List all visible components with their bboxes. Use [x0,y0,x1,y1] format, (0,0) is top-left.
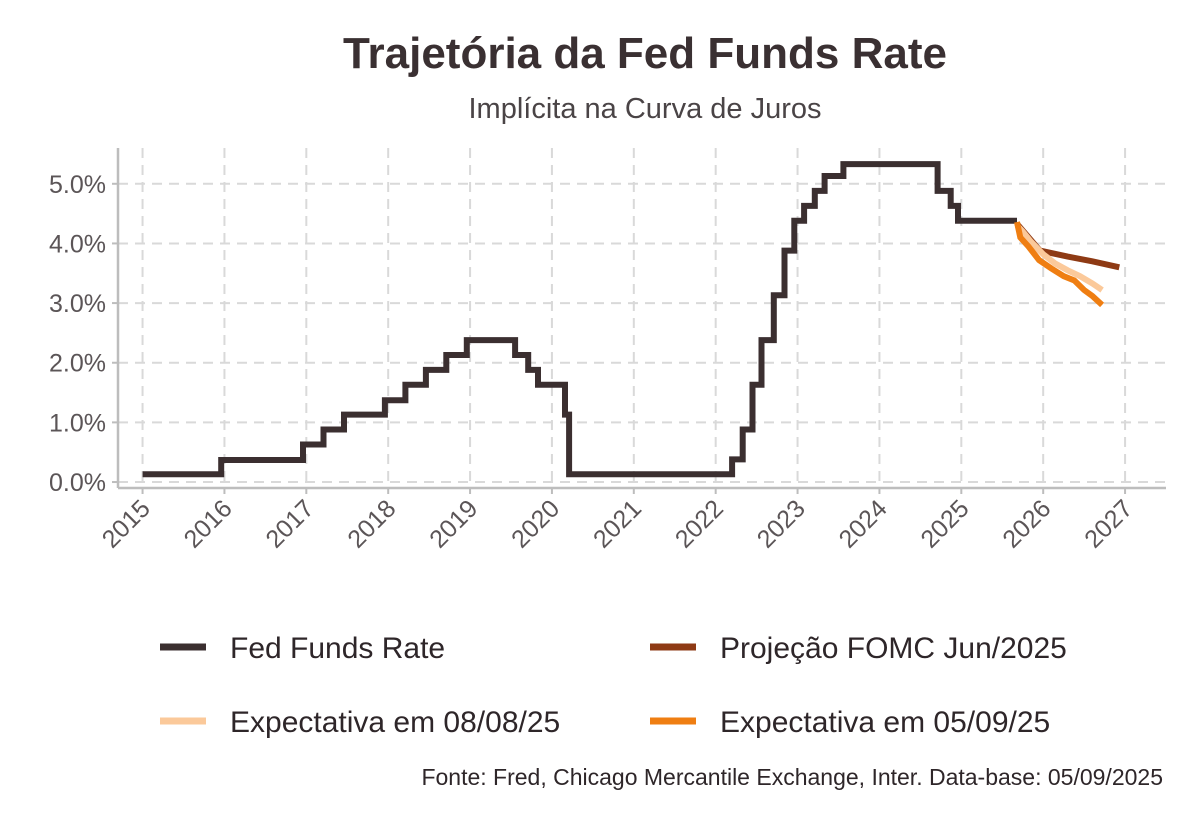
x-tick-label: 2015 [97,494,156,553]
x-tick-label: 2025 [915,494,974,553]
legend-label-1: Fed Funds Rate [230,632,445,665]
x-tick-label: 2019 [424,494,483,553]
chart-caption: Fonte: Fred, Chicago Mercantile Exchange… [421,764,1163,790]
x-tick-label: 2017 [260,494,319,553]
x-tick-label: 2026 [997,494,1056,553]
x-tick-label: 2022 [670,494,729,553]
x-tick-label: 2024 [834,494,893,553]
legend: Fed Funds Rate Projeção FOMC Jun/2025 Expe… [160,632,1067,739]
y-tick-label: 0.0% [49,469,106,497]
chart-subtitle: Implícita na Curva de Juros [469,93,822,125]
y-tick-label: 2.0% [49,350,106,378]
chart-title: Trajetória da Fed Funds Rate [343,29,947,78]
axis-layer [116,148,1166,490]
x-tick-label: 2018 [342,494,401,553]
x-tick-label: 2027 [1079,494,1138,553]
series-line-4 [1014,221,1105,308]
y-tick-label: 5.0% [49,171,106,199]
x-tick-label: 2020 [506,494,565,553]
y-tick-label: 4.0% [49,230,106,258]
legend-label-3: Expectativa em 08/08/25 [230,706,560,739]
series-line-1 [142,161,1017,478]
series-line-3 [1014,223,1104,293]
x-tick-label: 2023 [752,494,811,553]
grid-layer [118,148,1166,488]
y-tick-label: 3.0% [49,290,106,318]
y-tick-label: 1.0% [49,409,106,437]
x-tick-label: 2021 [588,494,647,553]
x-tick-label: 2016 [179,494,238,553]
series-layer [142,161,1120,478]
legend-label-2: Projeção FOMC Jun/2025 [720,632,1067,665]
legend-label-4: Expectativa em 05/09/25 [720,706,1050,739]
